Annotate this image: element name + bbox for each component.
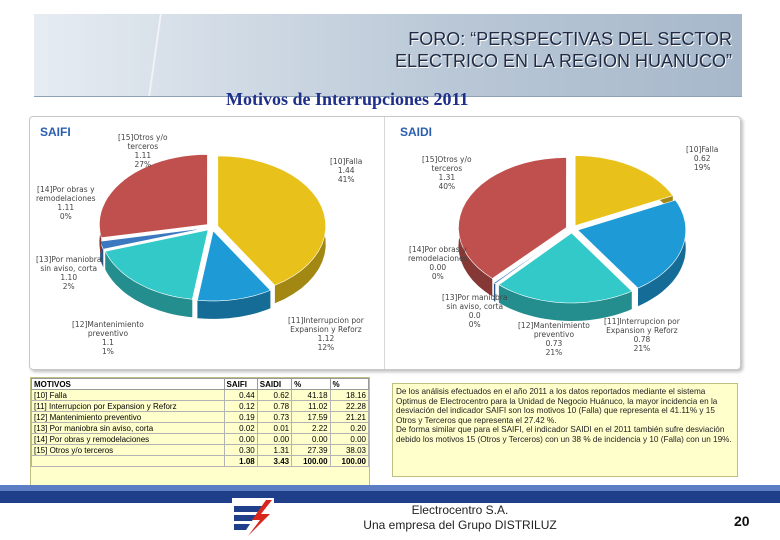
- cell-saidi: 0.01: [256, 422, 293, 434]
- motivos-table-container: MOTIVOS SAIFI SAIDI % % [10] Falla 0.44 …: [30, 377, 370, 492]
- company-group: Una empresa del Grupo DISTRILUZ: [363, 518, 557, 532]
- pie-slice-saidi-1: [577, 199, 686, 307]
- cell-pct-saidi: 0.20: [329, 422, 370, 434]
- pie-charts-svg: [99, 154, 686, 321]
- cell-motivo: [11] Interrupcion por Expansion y Reforz: [31, 400, 225, 412]
- col-motivos: MOTIVOS: [31, 378, 225, 390]
- footer-strip: [0, 485, 780, 491]
- analysis-paragraph-1: De los análisis efectuados en el año 201…: [396, 387, 718, 425]
- cell-saidi: 0.00: [256, 433, 293, 445]
- footer-bar: [0, 485, 780, 503]
- cell-total-pct-saidi: 100.00: [329, 455, 370, 467]
- col-pct-saifi: %: [291, 378, 331, 390]
- saidi-label-obras: [14]Por obras y remodelaciones 0.00 0%: [408, 245, 468, 281]
- pie-slice-saidi-5: [458, 157, 567, 297]
- header-banner: FORO: “PERSPECTIVAS DEL SECTOR ELECTRICO…: [34, 14, 742, 97]
- cell-saifi: 0.00: [223, 433, 258, 445]
- col-saidi: SAIDI: [256, 378, 293, 390]
- saifi-label-maniobra: [13]Por maniobra sin aviso, corta 1.10 2%: [36, 255, 102, 291]
- cell-saifi: 0.12: [223, 400, 258, 412]
- cell-total-saidi: 3.43: [256, 455, 293, 467]
- cell-saifi: 0.19: [223, 411, 258, 423]
- cell-saidi: 0.62: [256, 389, 293, 401]
- section-subtitle: Motivos de Interrupciones 2011: [226, 89, 469, 109]
- pie-slice-saifi-0: [217, 155, 327, 304]
- saifi-chart-title: SAIFI: [40, 125, 71, 139]
- cell-pct-saidi: 21.21: [329, 411, 370, 423]
- saifi-label-otros: [15]Otros y/o terceros 1.11 27%: [118, 133, 168, 169]
- footer-company: Electrocentro S.A. Una empresa del Grupo…: [330, 503, 590, 533]
- charts-panel: SAIFI SAIDI [15]Otros y/o terceros 1.11 27%…: [29, 116, 741, 370]
- saifi-label-falla: [10]Falla 1.44 41%: [330, 157, 363, 184]
- cell-pct-saifi: 0.00: [291, 433, 331, 445]
- cell-pct-saidi: 38.03: [329, 444, 370, 456]
- saidi-label-maniobra: [13]Por maniobra sin aviso, corta 0.0 0%: [442, 293, 508, 329]
- cell-total-pct-saifi: 100.00: [291, 455, 331, 467]
- saifi-label-obras: [14]Por obras y remodelaciones 1.11 0%: [36, 185, 96, 221]
- cell-total-label: [31, 455, 225, 467]
- table-header-row: MOTIVOS SAIFI SAIDI % %: [31, 378, 370, 390]
- saidi-label-otros: [15]Otros y/o terceros 1.31 40%: [422, 155, 472, 191]
- cell-saifi: 0.02: [223, 422, 258, 434]
- company-name: Electrocentro S.A.: [411, 503, 509, 517]
- cell-pct-saifi: 41.18: [291, 389, 331, 401]
- pie-slice-saifi-1: [197, 230, 271, 319]
- cell-pct-saifi: 2.22: [291, 422, 331, 434]
- cell-motivo: [14] Por obras y remodelaciones: [31, 433, 225, 445]
- cell-saifi: 0.30: [223, 444, 258, 456]
- panel-divider: [384, 117, 385, 369]
- motivos-table: MOTIVOS SAIFI SAIDI % % [10] Falla 0.44 …: [31, 378, 370, 467]
- page-number: 20: [734, 513, 750, 529]
- cell-pct-saifi: 17.59: [291, 411, 331, 423]
- title-line-2: ELECTRICO EN LA REGION HUANUCO”: [394, 51, 732, 71]
- cell-saidi: 1.31: [256, 444, 293, 456]
- cell-pct-saidi: 18.16: [329, 389, 370, 401]
- table-row: [15] Otros y/o terceros 0.30 1.31 27.39 …: [31, 444, 370, 456]
- cell-saidi: 0.78: [256, 400, 293, 412]
- saifi-label-mantenimiento: [12]Mantenimiento preventivo 1.1 1%: [72, 320, 144, 356]
- saifi-label-expansion: [11]Interrupcion por Expansion y Reforz 1.…: [288, 316, 364, 352]
- pie-slice-saifi-2: [104, 229, 209, 318]
- electrocentro-logo: [232, 498, 274, 538]
- cell-pct-saidi: 22.28: [329, 400, 370, 412]
- page-title: FORO: “PERSPECTIVAS DEL SECTOR ELECTRICO…: [395, 28, 732, 72]
- cell-motivo: [13] Por maniobra sin aviso, corta: [31, 422, 225, 434]
- cell-motivo: [12] Mantenimiento preventivo: [31, 411, 225, 423]
- table-row: [12] Mantenimiento preventivo 0.19 0.73 …: [31, 411, 370, 423]
- saidi-chart-title: SAIDI: [400, 125, 433, 139]
- table-row: [14] Por obras y remodelaciones 0.00 0.0…: [31, 433, 370, 445]
- pie-slice-saifi-5: [99, 154, 208, 256]
- analysis-paragraph-2: De forma similar que para el SAIFI, el i…: [396, 425, 732, 444]
- table-row: [10] Falla 0.44 0.62 41.18 18.16: [31, 389, 370, 401]
- col-pct-saidi: %: [329, 378, 370, 390]
- pie-slice-saidi-3: [492, 231, 569, 302]
- col-saifi: SAIFI: [223, 378, 258, 390]
- cell-motivo: [10] Falla: [31, 389, 225, 401]
- cell-saifi: 0.44: [223, 389, 258, 401]
- pie-slice-saidi-0: [574, 155, 674, 227]
- title-line-1: FORO: “PERSPECTIVAS DEL SECTOR: [408, 29, 732, 49]
- cell-total-saifi: 1.08: [223, 455, 258, 467]
- saidi-label-expansion: [11]Interrupcion por Expansion y Reforz 0.…: [604, 317, 680, 353]
- saidi-label-falla: [10]Falla 0.62 19%: [686, 145, 719, 172]
- saidi-label-mantenimiento: [12]Mantenimiento preventivo 0.73 21%: [518, 321, 590, 357]
- analysis-text-box: De los análisis efectuados en el año 201…: [392, 383, 738, 477]
- cell-pct-saidi: 0.00: [329, 433, 370, 445]
- table-row: [11] Interrupcion por Expansion y Reforz…: [31, 400, 370, 412]
- table-total-row: 1.08 3.43 100.00 100.00: [31, 455, 370, 467]
- cell-pct-saifi: 27.39: [291, 444, 331, 456]
- cell-pct-saifi: 11.02: [291, 400, 331, 412]
- header-decoration: [148, 14, 162, 96]
- pie-slice-saidi-2: [498, 232, 633, 321]
- cell-saidi: 0.73: [256, 411, 293, 423]
- table-row: [13] Por maniobra sin aviso, corta 0.02 …: [31, 422, 370, 434]
- cell-motivo: [15] Otros y/o terceros: [31, 444, 225, 456]
